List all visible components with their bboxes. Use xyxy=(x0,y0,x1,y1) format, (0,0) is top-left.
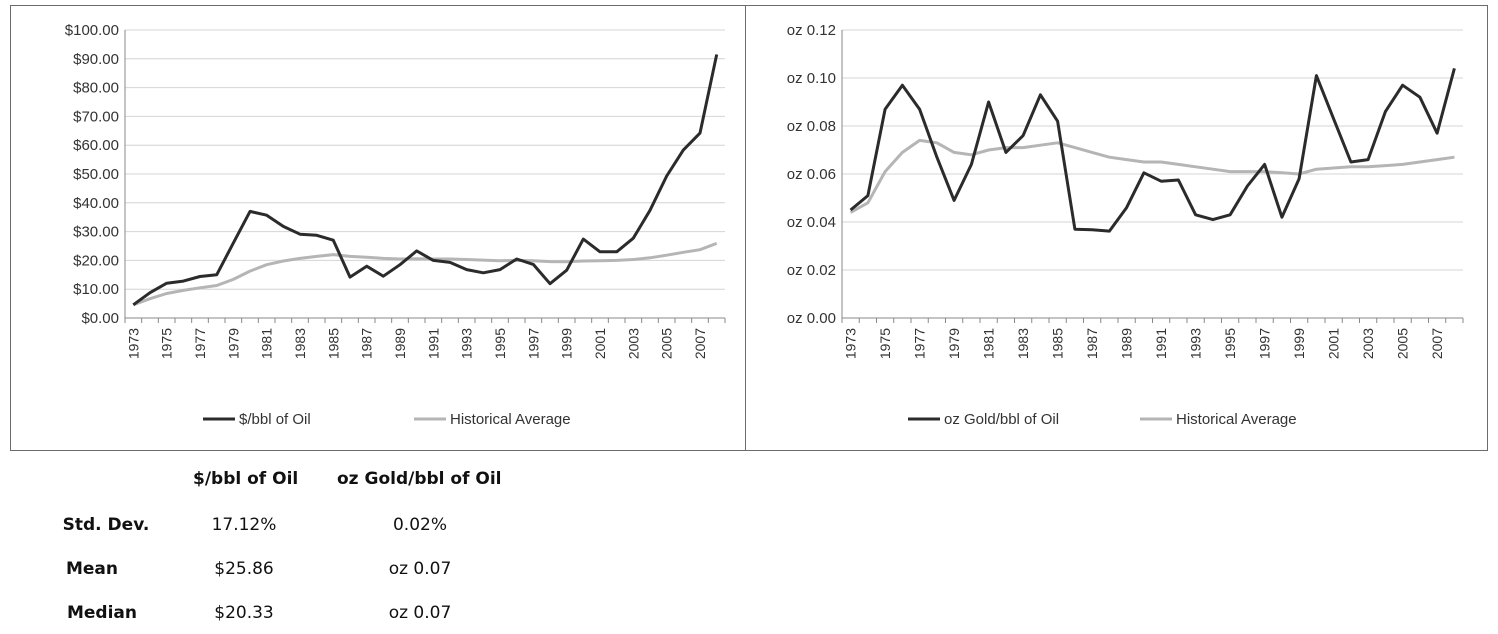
gold-legend-label-1: Historical Average xyxy=(1176,411,1297,428)
stats-value-mean-oil: $25.86 xyxy=(214,559,274,579)
gold-x-tick-label: 1991 xyxy=(1153,328,1169,359)
stats-header-oil: $/bbl of Oil xyxy=(193,469,299,489)
gold-x-tick-label: 1995 xyxy=(1222,328,1238,359)
gold-ratio-chart: oz 0.00 oz 0.02 oz 0.04 oz 0.06 oz 0.08 oz 0.… xyxy=(787,22,1464,428)
oil-x-tick-label: 2005 xyxy=(659,328,675,359)
oil-x-tick-label: 2003 xyxy=(625,328,641,359)
oil-y-tick-label: $40.00 xyxy=(73,195,119,212)
gold-x-tick-label: 1979 xyxy=(946,328,962,359)
gold-y-tick-label: oz 0.04 xyxy=(787,214,836,231)
oil-series-line-0 xyxy=(132,54,719,307)
gold-x-tick-label: 1977 xyxy=(912,328,928,359)
oil-x-tick-label: 1995 xyxy=(492,328,508,359)
oil-x-tick-label: 1981 xyxy=(259,328,275,359)
gold-x-tick-label: 1975 xyxy=(877,328,893,359)
stats-value-mean-gold: oz 0.07 xyxy=(388,559,452,579)
charts-divider xyxy=(745,5,746,451)
stats-row-label-mean: Mean xyxy=(65,559,119,579)
gold-y-tick-label: oz 0.00 xyxy=(787,310,836,327)
stats-table: $/bbl of Oil oz Gold/bbl of Oil Std. Dev… xyxy=(0,455,560,630)
stats-row-label-median: Median xyxy=(66,603,138,623)
gold-x-tick-label: 1999 xyxy=(1291,328,1307,359)
gold-y-tick-label: oz 0.10 xyxy=(787,70,836,87)
oil-y-tick-label: $70.00 xyxy=(73,108,119,125)
gold-x-tick-label: 1993 xyxy=(1188,328,1204,359)
oil-y-tick-label: $60.00 xyxy=(73,137,119,154)
gold-legend-label-0: oz Gold/bbl of Oil xyxy=(944,411,1059,428)
oil-y-tick-label: $50.00 xyxy=(73,166,119,183)
oil-x-tick-label: 1997 xyxy=(525,328,541,359)
oil-x-tick-label: 1979 xyxy=(225,328,241,359)
oil-x-tick-label: 1993 xyxy=(459,328,475,359)
oil-y-tick-label: $10.00 xyxy=(73,281,119,298)
gold-x-tick-label: 1973 xyxy=(843,328,859,359)
oil-legend-label-1: Historical Average xyxy=(450,411,571,428)
oil-y-tick-label: $30.00 xyxy=(73,224,119,241)
oil-x-tick-label: 1985 xyxy=(325,328,341,359)
oil-x-tick-label: 1987 xyxy=(359,328,375,359)
oil-y-tick-label: $100.00 xyxy=(65,22,119,39)
gold-x-tick-label: 2005 xyxy=(1395,328,1411,359)
oil-price-chart: $0.00 $10.00 $20.00 $30.00 $40.00 $50.00 $60.0… xyxy=(65,22,726,428)
oil-y-tick-label: $80.00 xyxy=(73,80,119,97)
oil-x-tick-label: 1999 xyxy=(559,328,575,359)
stats-row-label-stddev: Std. Dev. xyxy=(62,515,150,535)
oil-y-tick-label: $20.00 xyxy=(73,252,119,269)
oil-x-tick-label: 1991 xyxy=(425,328,441,359)
gold-series-line-1 xyxy=(849,138,1455,214)
oil-x-tick-label: 1973 xyxy=(125,328,141,359)
oil-x-tick-label: 1989 xyxy=(392,328,408,359)
oil-x-tick-label: 1977 xyxy=(192,328,208,359)
gold-y-tick-label: oz 0.08 xyxy=(787,118,836,135)
stats-header-gold: oz Gold/bbl of Oil xyxy=(337,469,502,489)
gold-y-tick-label: oz 0.12 xyxy=(787,22,836,39)
gold-x-tick-label: 2003 xyxy=(1360,328,1376,359)
gold-x-tick-label: 1987 xyxy=(1084,328,1100,359)
oil-series-line-1 xyxy=(132,241,718,307)
gold-x-tick-label: 1985 xyxy=(1050,328,1066,359)
stats-value-median-gold: oz 0.07 xyxy=(388,603,452,623)
oil-x-tick-label: 1983 xyxy=(292,328,308,359)
gold-x-tick-label: 1997 xyxy=(1257,328,1273,359)
gold-x-tick-label: 1989 xyxy=(1119,328,1135,359)
gold-x-tick-label: 1983 xyxy=(1015,328,1031,359)
gold-series-line-0 xyxy=(849,68,1456,233)
oil-legend-label-0: $/bbl of Oil xyxy=(239,411,311,428)
gold-x-tick-label: 2001 xyxy=(1326,328,1342,359)
oil-x-tick-label: 1975 xyxy=(159,328,175,359)
oil-y-tick-label: $90.00 xyxy=(73,51,119,68)
gold-x-tick-label: 2007 xyxy=(1429,328,1445,359)
stats-value-stddev-oil: 17.12% xyxy=(211,515,277,535)
oil-x-tick-label: 2007 xyxy=(692,328,708,359)
stats-value-median-oil: $20.33 xyxy=(214,603,274,623)
stats-value-stddev-gold: 0.02% xyxy=(392,515,447,535)
gold-x-tick-label: 1981 xyxy=(981,328,997,359)
oil-y-tick-label: $0.00 xyxy=(81,310,119,327)
gold-y-tick-label: oz 0.06 xyxy=(787,166,836,183)
charts-frame xyxy=(10,5,1488,451)
gold-y-tick-label: oz 0.02 xyxy=(787,262,836,279)
oil-x-tick-label: 2001 xyxy=(592,328,608,359)
